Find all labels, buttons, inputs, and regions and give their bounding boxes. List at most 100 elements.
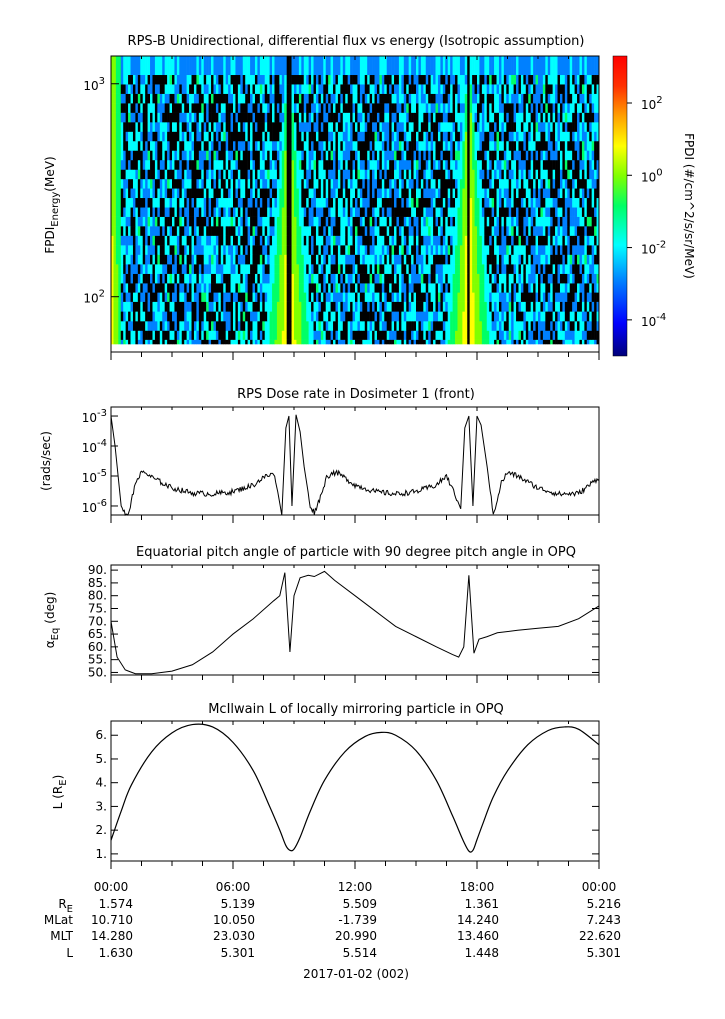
spectrogram-cell [186, 122, 190, 132]
spectrogram-cell [337, 226, 341, 236]
spectrogram-cell [152, 301, 156, 312]
spectrogram-cell [350, 301, 353, 312]
spectrogram-cell [420, 273, 424, 284]
spectrogram-cell [157, 339, 161, 345]
spectrogram-cell [555, 226, 558, 236]
spectrogram-cell [184, 321, 187, 331]
spectrogram-cell [320, 301, 324, 312]
spectrogram-cell [347, 339, 351, 345]
spectrogram-cell [455, 178, 458, 189]
spectrogram-cell [191, 131, 195, 142]
spectrogram-cell [413, 207, 417, 217]
spectrogram-cell [564, 131, 568, 142]
spectrogram-cell [167, 292, 170, 302]
spectrogram-cell [350, 339, 353, 345]
spectrogram-cell [503, 112, 507, 123]
spectrogram-cell [545, 226, 549, 236]
spectrogram-cell [313, 321, 317, 331]
spectrogram-cell [142, 159, 146, 170]
spectrogram-cell [513, 178, 517, 189]
spectrogram-cell [325, 122, 329, 132]
spectrogram-cell [420, 112, 424, 123]
spectrogram-cell [374, 140, 378, 151]
spectrogram-cell [125, 235, 129, 246]
spectrogram-cell [237, 301, 241, 312]
spectrogram-cell [562, 330, 566, 340]
spectrogram-cell [379, 150, 383, 161]
spectrogram-cell [315, 169, 319, 180]
spectrogram-cell [130, 178, 134, 189]
spectrogram-cell [474, 216, 478, 227]
spectrogram-cell [562, 254, 566, 265]
spectrogram-cell [474, 311, 478, 322]
spectrogram-cell [162, 330, 165, 340]
spectrogram-cell [323, 169, 327, 180]
spectrogram-cell [359, 292, 363, 302]
spectrogram-cell [574, 178, 578, 189]
spectrogram-cell [491, 321, 495, 331]
spectrogram-cell [303, 339, 307, 345]
spectrogram-cell [223, 140, 226, 151]
spectrogram-cell [540, 339, 544, 345]
spectrogram-cell [474, 254, 478, 265]
spectrogram-cell [574, 254, 578, 265]
spectrogram-cell [306, 178, 309, 189]
spectrogram-cell [176, 122, 180, 132]
spectrogram-cell [362, 150, 366, 161]
spectrogram-cell [198, 112, 202, 123]
spectrogram-cell [442, 264, 446, 274]
spectrogram-cell [225, 140, 229, 151]
spectrogram-cell [298, 301, 302, 312]
spectrogram-cell [342, 235, 346, 246]
spectrogram-cell [384, 301, 388, 312]
spectrogram-cell [403, 292, 407, 302]
spectrogram-cell [301, 283, 305, 293]
spectrogram-cell [203, 150, 207, 161]
spectrogram-cell [120, 216, 124, 227]
spectrogram-cell [474, 131, 478, 142]
spectrogram-cell [333, 311, 336, 322]
spectrogram-cell [220, 254, 224, 265]
spectrogram-cell [250, 339, 253, 345]
spectrogram-cell [577, 207, 580, 217]
spectrogram-cell [581, 188, 585, 199]
spectrogram-cell [289, 207, 292, 217]
spectrogram-cell [301, 216, 305, 227]
spectrogram-cell [250, 197, 253, 208]
spectrogram-cell [533, 112, 536, 123]
spectrogram-cell [467, 216, 470, 227]
spectrogram-cell [137, 301, 141, 312]
spectrogram-cell [130, 283, 134, 293]
spectrogram-cell [181, 150, 185, 161]
spectrogram-cell [447, 339, 451, 345]
spectrogram-cell [186, 235, 190, 246]
spectrogram-cell [401, 131, 405, 142]
spectrogram-cell [125, 330, 129, 340]
spectrogram-cell [423, 226, 427, 236]
spectrogram-cell [362, 264, 366, 274]
spectrogram-cell [164, 311, 168, 322]
spectrogram-cell [445, 311, 449, 322]
spectrogram-cell [384, 264, 388, 274]
spectrogram-cell [154, 122, 158, 132]
spectrogram-cell [564, 159, 568, 170]
spectrogram-cell [372, 178, 375, 189]
spectrogram-cell [489, 150, 492, 161]
spectrogram-cell [386, 245, 390, 255]
spectrogram-cell [481, 169, 485, 180]
spectrogram-cell [174, 197, 178, 208]
spectrogram-cell [303, 301, 307, 312]
spectrogram-cell [474, 245, 478, 255]
spectrogram-cell [328, 188, 331, 199]
spectrogram-cell [176, 301, 180, 312]
spectrogram-cell [320, 273, 324, 284]
spectrogram-cell [450, 339, 453, 345]
spectrogram-cell [162, 273, 165, 284]
spectrogram-cell [130, 150, 134, 161]
spectrogram-cell [376, 216, 380, 227]
spectrogram-cell [384, 122, 388, 132]
spectrogram-cell [350, 292, 353, 302]
spectrogram-cell [291, 339, 295, 345]
spectrogram-cell [552, 292, 556, 302]
spectrogram-cell [423, 254, 427, 265]
